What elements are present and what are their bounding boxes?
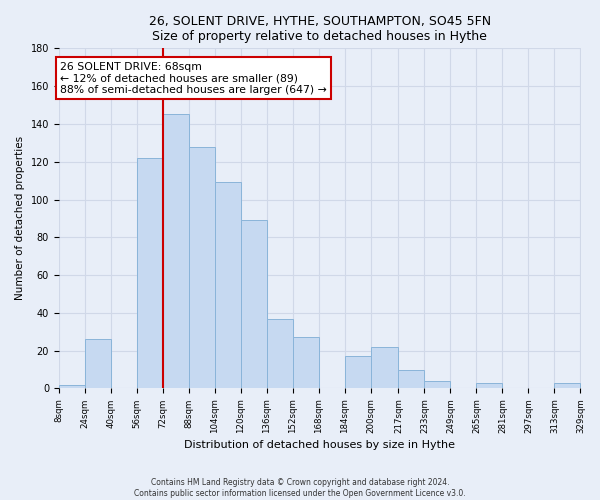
Title: 26, SOLENT DRIVE, HYTHE, SOUTHAMPTON, SO45 5FN
Size of property relative to deta: 26, SOLENT DRIVE, HYTHE, SOUTHAMPTON, SO…: [149, 15, 491, 43]
Bar: [398, 370, 424, 388]
Bar: [293, 338, 319, 388]
Bar: [345, 356, 371, 388]
Bar: [371, 347, 398, 389]
Bar: [476, 383, 502, 388]
Bar: [424, 381, 451, 388]
Text: Contains HM Land Registry data © Crown copyright and database right 2024.
Contai: Contains HM Land Registry data © Crown c…: [134, 478, 466, 498]
Y-axis label: Number of detached properties: Number of detached properties: [15, 136, 25, 300]
Bar: [85, 340, 111, 388]
Bar: [554, 383, 580, 388]
X-axis label: Distribution of detached houses by size in Hythe: Distribution of detached houses by size …: [184, 440, 455, 450]
Bar: [163, 114, 189, 388]
Bar: [189, 146, 215, 388]
Bar: [59, 384, 85, 388]
Bar: [137, 158, 163, 388]
Bar: [267, 318, 293, 388]
Text: 26 SOLENT DRIVE: 68sqm
← 12% of detached houses are smaller (89)
88% of semi-det: 26 SOLENT DRIVE: 68sqm ← 12% of detached…: [61, 62, 327, 95]
Bar: [215, 182, 241, 388]
Bar: [241, 220, 267, 388]
